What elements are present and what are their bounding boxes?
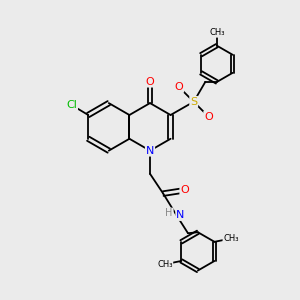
- Text: O: O: [146, 76, 154, 87]
- Text: N: N: [176, 210, 184, 220]
- Text: S: S: [190, 97, 197, 107]
- Text: O: O: [175, 82, 183, 92]
- Text: H: H: [166, 208, 173, 218]
- Text: CH₃: CH₃: [157, 260, 172, 269]
- Text: O: O: [204, 112, 213, 122]
- Text: Cl: Cl: [66, 100, 77, 110]
- Text: O: O: [180, 185, 189, 195]
- Text: CH₃: CH₃: [209, 28, 225, 37]
- Text: N: N: [146, 146, 154, 156]
- Text: CH₃: CH₃: [223, 234, 239, 243]
